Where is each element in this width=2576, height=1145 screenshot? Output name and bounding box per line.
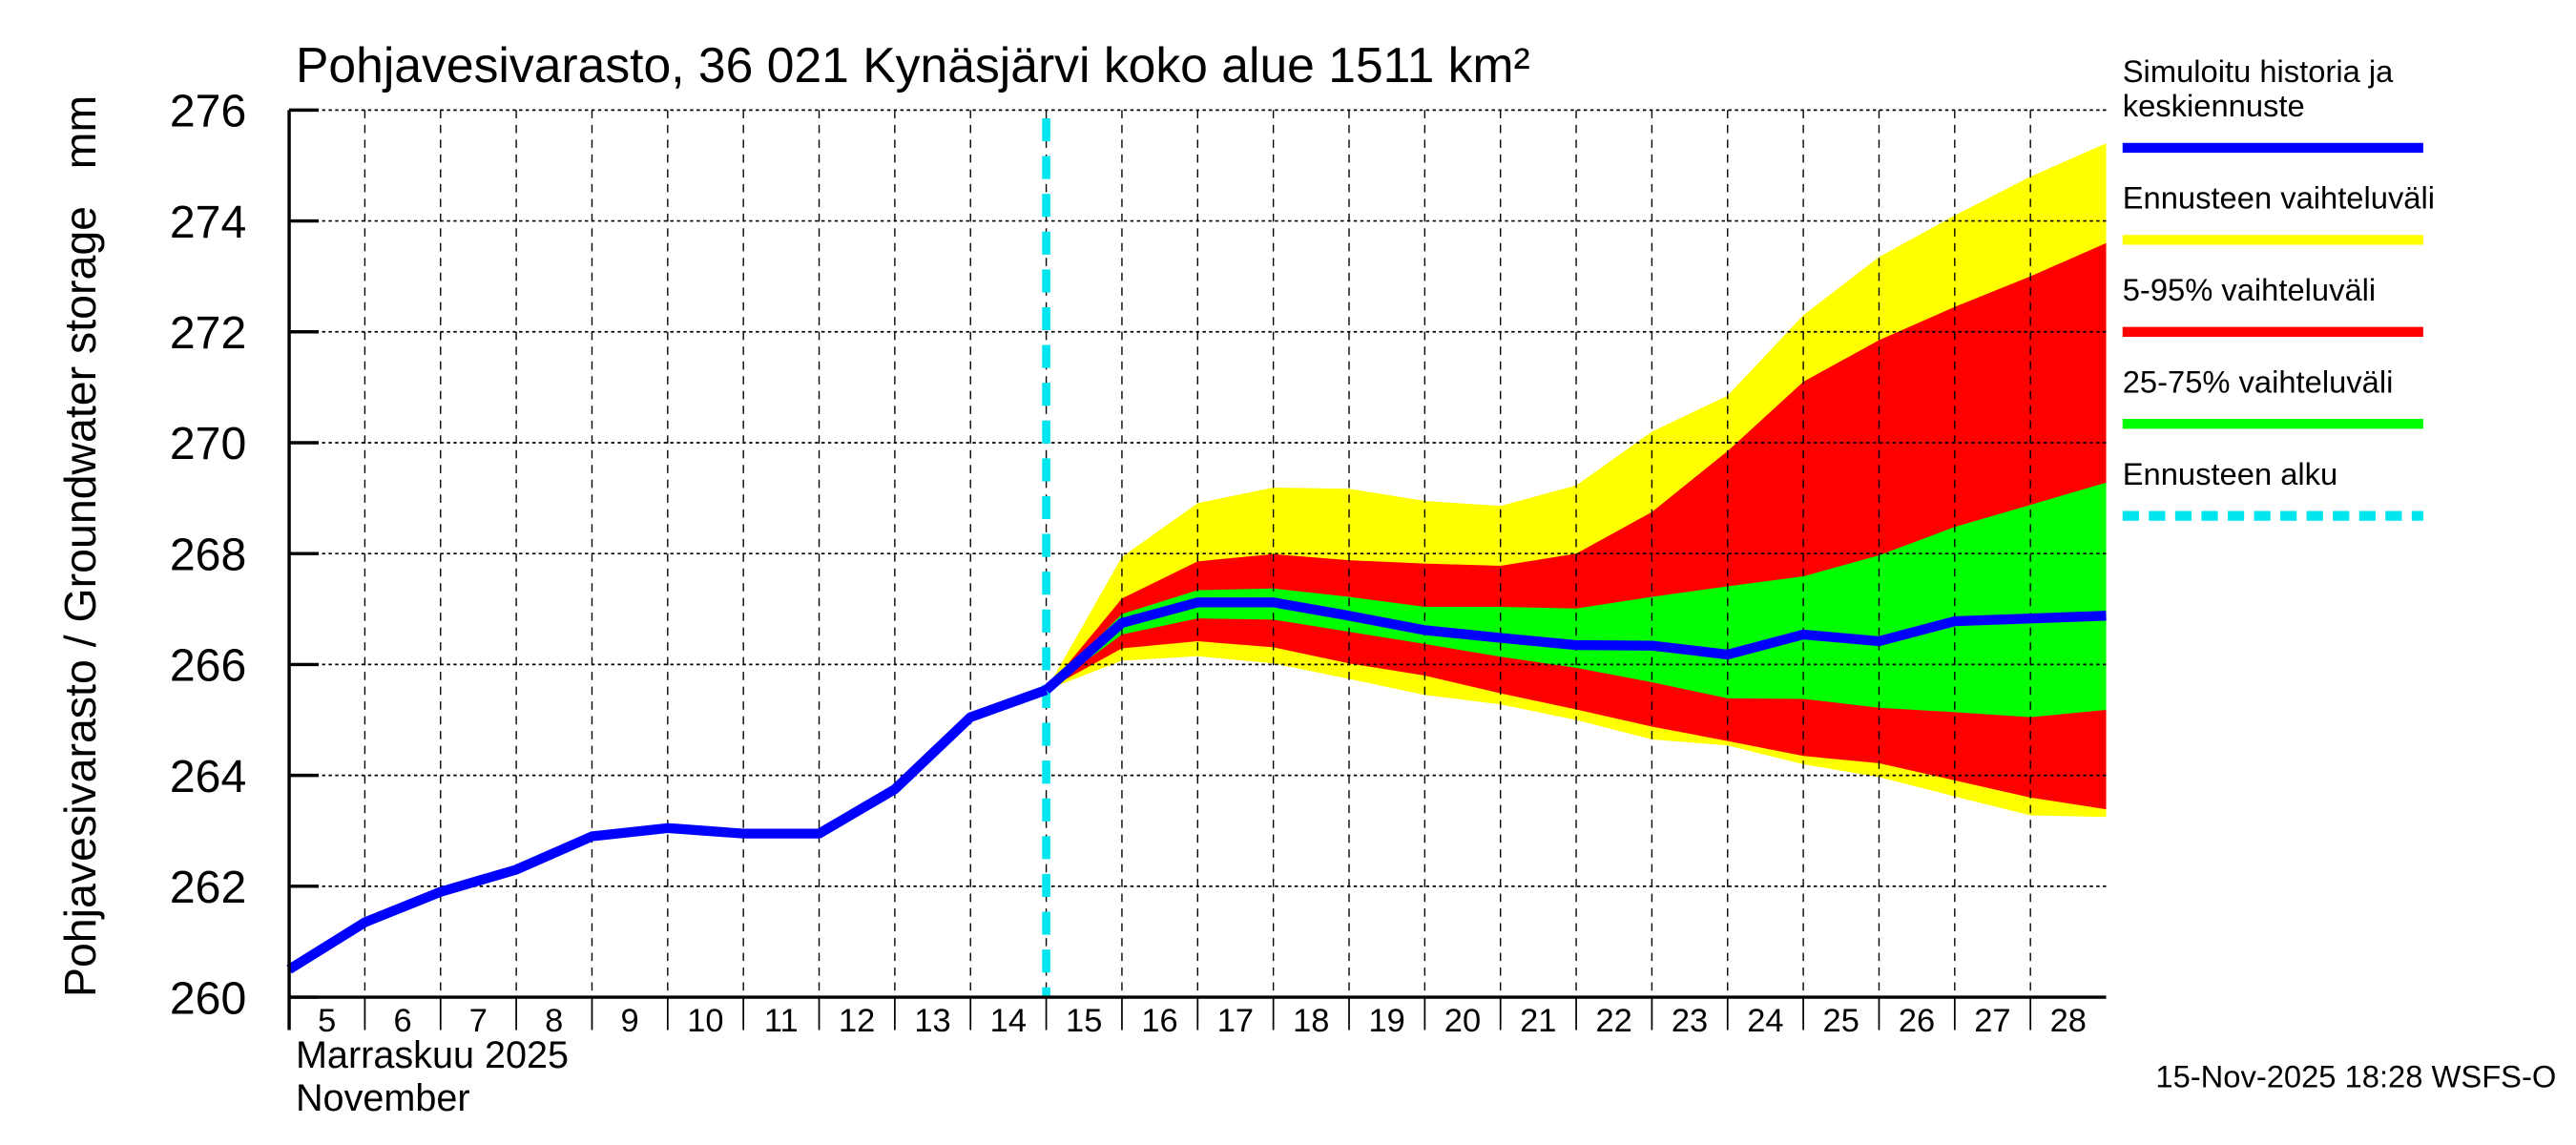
x-tick-label-7: 7	[469, 1003, 488, 1039]
footer-timestamp: 15-Nov-2025 18:28 WSFS-O	[2155, 1059, 2556, 1094]
x-tick-label-12: 12	[839, 1003, 875, 1039]
x-tick-label-23: 23	[1672, 1003, 1708, 1039]
x-tick-label-14: 14	[990, 1003, 1027, 1039]
x-tick-label-10: 10	[687, 1003, 723, 1039]
chart-title: Pohjavesivarasto, 36 021 Kynäsjärvi koko…	[296, 37, 1530, 93]
x-tick-label-6: 6	[393, 1003, 411, 1039]
x-tick-label-11: 11	[764, 1003, 799, 1039]
x-tick-label-5: 5	[318, 1003, 336, 1039]
x-tick-label-28: 28	[2050, 1003, 2087, 1039]
x-tick-label-15: 15	[1066, 1003, 1102, 1039]
x-tick-label-8: 8	[545, 1003, 563, 1039]
legend-label-0: keskiennuste	[2123, 88, 2305, 123]
x-tick-label-21: 21	[1520, 1003, 1556, 1039]
y-tick-label-264: 264	[170, 751, 246, 802]
x-tick-label-24: 24	[1747, 1003, 1783, 1039]
y-tick-label-272: 272	[170, 307, 246, 359]
legend-label-3: 25-75% vaihteluväli	[2123, 364, 2394, 399]
x-axis-label-fi: Marraskuu 2025	[296, 1034, 569, 1076]
x-tick-label-22: 22	[1596, 1003, 1632, 1039]
y-tick-label-266: 266	[170, 640, 246, 692]
legend-label-0: Simuloitu historia ja	[2123, 53, 2394, 89]
history-line	[286, 685, 1049, 974]
x-tick-label-16: 16	[1141, 1003, 1177, 1039]
grid	[289, 109, 2107, 998]
median-forecast-line	[1043, 597, 2107, 695]
legend-label-1: Ennusteen vaihteluväli	[2123, 180, 2435, 216]
x-tick-label-27: 27	[1974, 1003, 2010, 1039]
y-tick-label-268: 268	[170, 529, 246, 580]
x-tick-label-25: 25	[1823, 1003, 1859, 1039]
x-tick-label-17: 17	[1217, 1003, 1254, 1039]
x-tick-label-19: 19	[1368, 1003, 1404, 1039]
y-tick-label-274: 274	[170, 197, 246, 248]
y-tick-label-262: 262	[170, 862, 246, 913]
forecast-bands	[1046, 143, 2107, 818]
axes: 260 262 264 266 268 270 272 274 276 5 6 7 8 9 10 11 12 13…	[170, 86, 2107, 1039]
legend-label-4: Ennusteen alku	[2123, 456, 2337, 491]
y-axis-label: Pohjavesivarasto / Groundwater storage m…	[55, 95, 105, 997]
x-tick-label-26: 26	[1899, 1003, 1935, 1039]
x-tick-label-20: 20	[1444, 1003, 1481, 1039]
y-tick-label-276: 276	[170, 86, 246, 137]
band-25-75-vaihteluv-li	[1046, 482, 2107, 718]
y-tick-label-270: 270	[170, 418, 246, 469]
legend-label-2: 5-95% vaihteluväli	[2123, 272, 2376, 307]
series-lines	[286, 117, 2107, 998]
x-axis-label-en: November	[296, 1077, 470, 1119]
x-tick-label-18: 18	[1293, 1003, 1329, 1039]
x-tick-label-13: 13	[914, 1003, 950, 1039]
y-tick-label-260: 260	[170, 972, 246, 1024]
x-tick-label-9: 9	[620, 1003, 638, 1039]
